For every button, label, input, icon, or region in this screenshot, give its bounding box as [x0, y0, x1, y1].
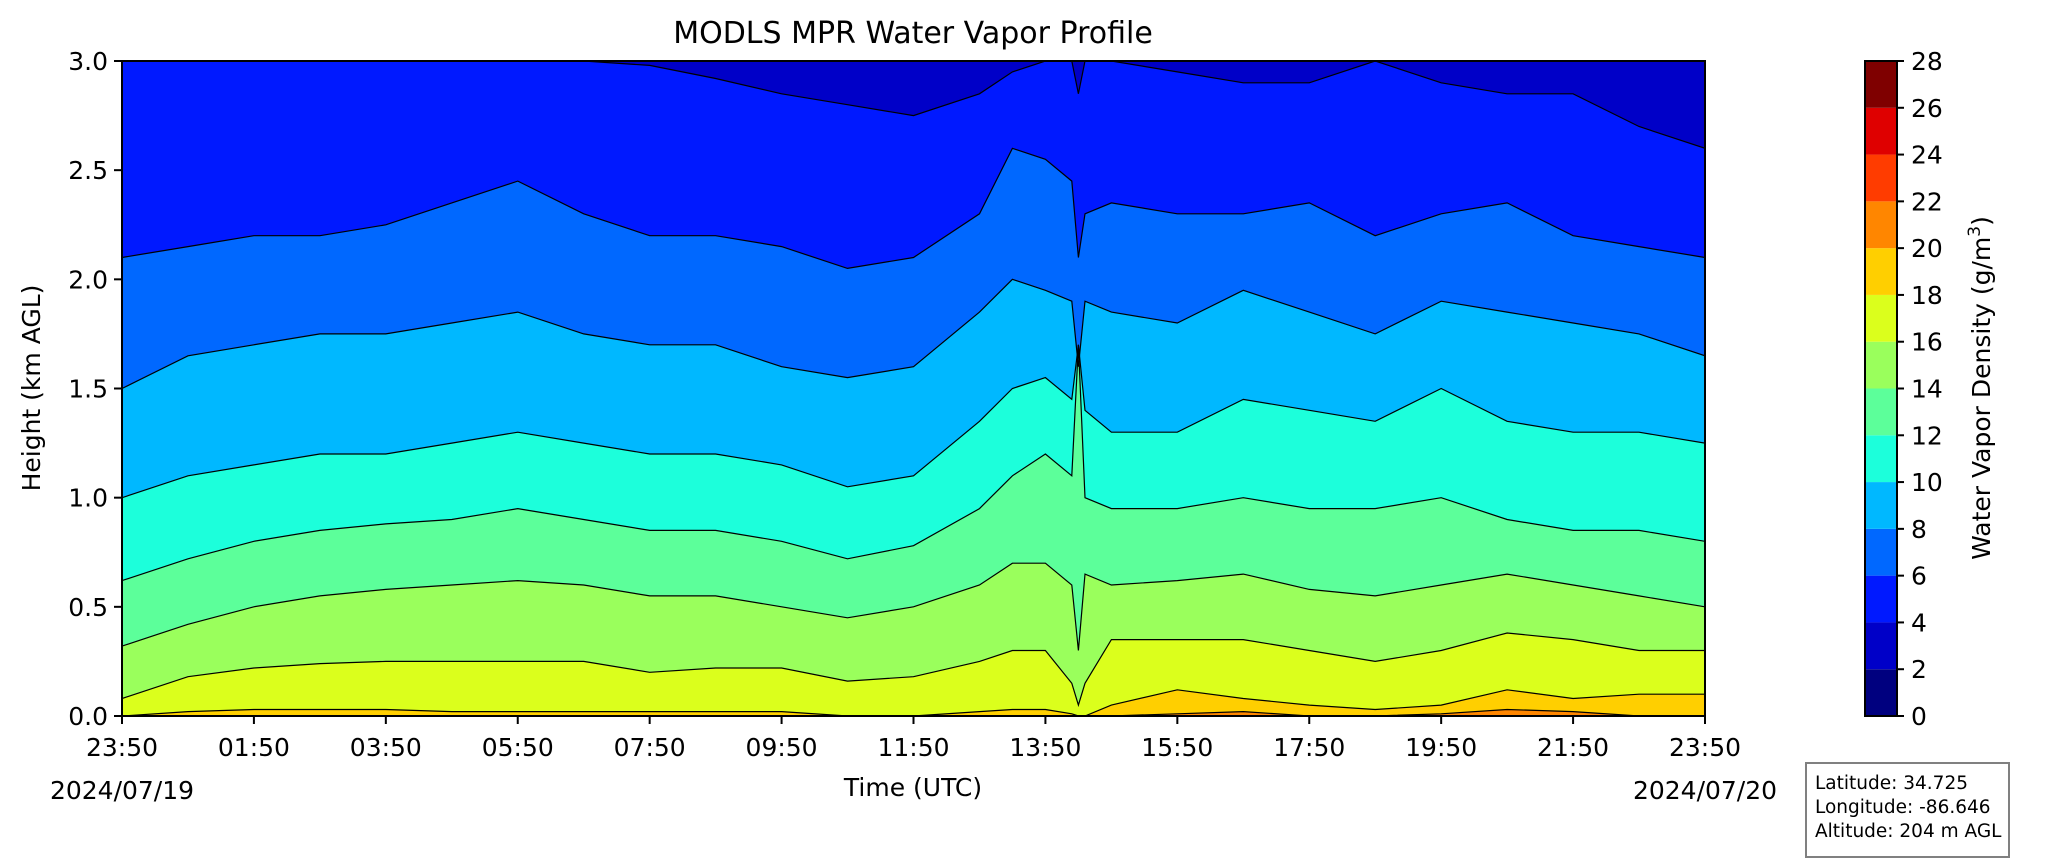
colorbar-swatch — [1865, 388, 1897, 436]
x-tick-label: 09:50 — [746, 733, 818, 762]
x-axis: 23:50 01:50 03:50 05:50 07:50 09:50 11:50 13:50… — [86, 716, 1741, 762]
contour-line-8 — [122, 278, 1705, 390]
y-tick-label: 2.0 — [68, 265, 108, 294]
colorbar-tick-label: 8 — [1911, 515, 1927, 544]
x-tick-label: 01:50 — [218, 733, 290, 762]
colorbar-tick-label: 26 — [1911, 94, 1943, 123]
x-tick-label: 23:50 — [1669, 733, 1741, 762]
latitude-text: Latitude: 34.725 — [1815, 773, 1968, 794]
colorbar-tick-label: 2 — [1911, 655, 1927, 684]
colorbar-tick-label: 18 — [1911, 281, 1943, 310]
colorbar-tick-label: 20 — [1911, 234, 1943, 263]
end-date-label: 2024/07/20 — [1633, 776, 1777, 805]
y-axis-label: Height (km AGL) — [17, 285, 46, 492]
colorbar-swatch — [1865, 201, 1897, 249]
altitude-text: Altitude: 204 m AGL — [1815, 821, 2002, 842]
chart-title: MODLS MPR Water Vapor Profile — [673, 16, 1153, 51]
colorbar-swatch — [1865, 622, 1897, 670]
y-tick-label: 1.5 — [68, 375, 108, 404]
y-tick-label: 0.0 — [68, 702, 108, 731]
colorbar-swatch — [1865, 435, 1897, 483]
x-tick-label: 05:50 — [482, 733, 554, 762]
colorbar-swatch — [1865, 669, 1897, 716]
colorbar-swatch — [1865, 341, 1897, 389]
colorbar-tick-label: 16 — [1911, 328, 1943, 357]
y-tick-label: 3.0 — [68, 47, 108, 76]
x-tick-label: 17:50 — [1273, 733, 1345, 762]
colorbar-swatch — [1865, 248, 1897, 295]
colorbar-tick-label: 10 — [1911, 468, 1943, 497]
colorbar-swatch — [1865, 482, 1897, 529]
contour-line-16 — [122, 632, 1705, 708]
colorbar-tick-label: 0 — [1911, 702, 1927, 731]
contour-line-12 — [122, 344, 1705, 582]
colorbar-tick-label: 22 — [1911, 187, 1943, 216]
plot-area — [122, 61, 1705, 716]
colorbar-swatch — [1865, 61, 1897, 108]
colorbar-tick-label: 6 — [1911, 562, 1927, 591]
x-tick-label: 11:50 — [877, 733, 949, 762]
colorbar-tick-label: 14 — [1911, 375, 1943, 404]
colorbar-tick-label: 12 — [1911, 421, 1943, 450]
x-tick-label: 13:50 — [1009, 733, 1081, 762]
y-tick-label: 1.0 — [68, 484, 108, 513]
y-tick-label: 2.5 — [68, 156, 108, 185]
colorbar-label-suffix: ) — [1967, 216, 1996, 226]
contour-line-18 — [122, 689, 1705, 716]
contour-band-18-20 — [122, 689, 1705, 716]
y-tick-label: 0.5 — [68, 593, 108, 622]
colorbar-swatch — [1865, 107, 1897, 155]
station-info-box: Latitude: 34.725 Longitude: -86.646 Alti… — [1805, 762, 2010, 858]
contour-line-6 — [122, 147, 1705, 270]
x-tick-label: 15:50 — [1141, 733, 1213, 762]
contour-band-16-18 — [122, 633, 1705, 716]
x-axis-label: Time (UTC) — [843, 773, 982, 802]
x-tick-label: 23:50 — [86, 733, 158, 762]
colorbar-label: Water Vapor Density (g/m3) — [1965, 216, 1996, 560]
colorbar-tick-label: 4 — [1911, 608, 1927, 637]
x-tick-label: 21:50 — [1537, 733, 1609, 762]
colorbar-swatch — [1865, 154, 1897, 202]
y-axis: 0.0 0.5 1.0 1.5 2.0 2.5 3.0 — [68, 47, 122, 731]
longitude-text: Longitude: -86.646 — [1815, 797, 1991, 818]
colorbar-label-main: Water Vapor Density (g/m — [1967, 237, 1996, 560]
colorbar-tick-label: 24 — [1911, 141, 1943, 170]
contour-line-4 — [122, 61, 1705, 149]
start-date-label: 2024/07/19 — [50, 776, 194, 805]
x-tick-label: 07:50 — [614, 733, 686, 762]
colorbar-swatch — [1865, 294, 1897, 342]
colorbar-swatch — [1865, 575, 1897, 623]
x-tick-label: 19:50 — [1405, 733, 1477, 762]
colorbar-label-superscript: 3 — [1965, 226, 1985, 237]
contour-line-14 — [122, 562, 1705, 651]
colorbar-tick-label: 28 — [1911, 47, 1943, 76]
colorbar-swatch — [1865, 528, 1897, 576]
contour-line-10 — [122, 344, 1705, 499]
x-tick-label: 03:50 — [350, 733, 422, 762]
